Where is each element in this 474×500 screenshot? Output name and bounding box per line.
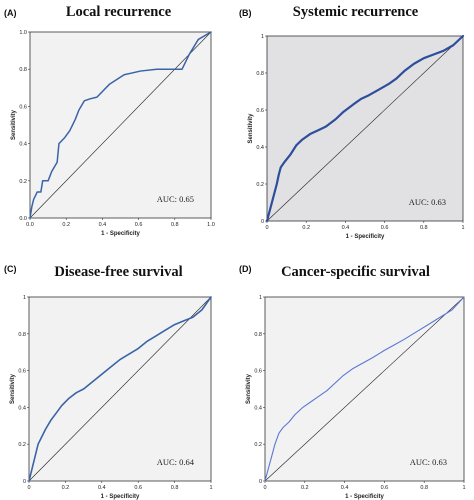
x-tick-label: 0.6 bbox=[135, 222, 143, 228]
panel-label: (C) bbox=[4, 264, 17, 274]
panel-d: (D) Cancer-specific survival 0 0.2 0.4 0.6 0.8… bbox=[237, 250, 474, 500]
x-tick-label: 1 bbox=[209, 485, 212, 491]
panel-a: (A) Local recurrence 0.0 0.2 0.4 0.6 0.8 1.0 0.0… bbox=[0, 0, 237, 250]
x-axis-label: 1 - Specificity bbox=[101, 231, 140, 237]
x-tick-label: 0.2 bbox=[62, 222, 70, 228]
x-tick-label: 0 bbox=[265, 225, 268, 231]
roc-chart-b: (B) Systemic recurrence 0 0.2 0.4 0.6 0.8 1 0 0.2… bbox=[239, 4, 465, 240]
reference-diagonal bbox=[29, 31, 212, 219]
y-tick-label: 0.8 bbox=[254, 332, 262, 338]
x-tick-label: 0.6 bbox=[381, 225, 389, 231]
y-tick-label: 0.4 bbox=[254, 405, 262, 411]
y-tick-label: 0 bbox=[23, 479, 26, 485]
roc-chart-d: (D) Cancer-specific survival 0 0.2 0.4 0.6 0.8… bbox=[239, 264, 466, 500]
y-tick-label: 0.2 bbox=[254, 442, 262, 448]
x-axis-label: 1 - Specificity bbox=[101, 494, 140, 500]
x-tick-label: 0 bbox=[27, 485, 30, 491]
roc-curve-a bbox=[29, 31, 212, 219]
roc-curve-c bbox=[28, 296, 212, 482]
y-tick-label: 0.0 bbox=[19, 216, 27, 222]
y-tick-label: 0.6 bbox=[254, 369, 262, 375]
y-tick-label: 0.6 bbox=[18, 369, 26, 375]
x-tick-label: 0.8 bbox=[420, 485, 428, 491]
y-tick-label: 0.2 bbox=[256, 182, 264, 188]
y-tick-label: 0.8 bbox=[19, 67, 27, 73]
y-tick-label: 1 bbox=[259, 295, 262, 301]
x-tick-label: 0.0 bbox=[26, 222, 34, 228]
y-tick-label: 1.0 bbox=[19, 30, 27, 36]
panel-label: (A) bbox=[4, 8, 17, 18]
x-tick-label: 0.4 bbox=[99, 222, 107, 228]
auc-annotation: AUC: 0.63 bbox=[409, 197, 446, 207]
roc-curve-b bbox=[265, 34, 465, 223]
y-tick-label: 0.4 bbox=[18, 405, 26, 411]
y-tick-label: 0.2 bbox=[18, 442, 26, 448]
panel-label: (D) bbox=[239, 264, 252, 274]
x-tick-label: 0 bbox=[263, 485, 266, 491]
x-axis-label: 1 - Specificity bbox=[346, 234, 385, 240]
panel-label: (B) bbox=[239, 8, 252, 18]
x-tick-label: 1 bbox=[461, 225, 464, 231]
reference-diagonal bbox=[264, 296, 465, 482]
y-tick-label: 0.4 bbox=[256, 145, 264, 151]
y-tick-label: 0 bbox=[259, 479, 262, 485]
roc-chart-c: (C) Disease-free survival 0 0.2 0.4 0.6 0.8 1 0 0… bbox=[4, 264, 213, 500]
y-axis-label: Sensitivity bbox=[10, 373, 16, 404]
y-tick-label: 0.6 bbox=[19, 104, 27, 110]
x-tick-label: 0.2 bbox=[302, 225, 310, 231]
chart-title: Systemic recurrence bbox=[293, 4, 419, 20]
y-tick-label: 0 bbox=[261, 219, 264, 225]
chart-title: Local recurrence bbox=[66, 4, 172, 20]
y-tick-label: 0.6 bbox=[256, 108, 264, 114]
x-tick-label: 0.4 bbox=[98, 485, 106, 491]
auc-annotation: AUC: 0.64 bbox=[157, 457, 195, 467]
reference-diagonal bbox=[28, 296, 212, 482]
y-tick-label: 0.4 bbox=[19, 142, 27, 148]
chart-title: Cancer-specific survival bbox=[281, 264, 430, 280]
x-tick-label: 1.0 bbox=[207, 222, 215, 228]
x-tick-label: 0.4 bbox=[341, 485, 349, 491]
y-tick-label: 0.8 bbox=[256, 71, 264, 77]
x-axis-label: 1 - Specificity bbox=[345, 494, 384, 500]
x-tick-label: 0.8 bbox=[171, 222, 179, 228]
auc-annotation: AUC: 0.65 bbox=[157, 194, 194, 204]
chart-title: Disease-free survival bbox=[54, 264, 182, 280]
y-axis-label: Sensitivity bbox=[248, 113, 254, 144]
x-tick-label: 0.6 bbox=[381, 485, 389, 491]
auc-annotation: AUC: 0.63 bbox=[410, 457, 447, 467]
y-tick-label: 1 bbox=[261, 34, 264, 40]
panel-b: (B) Systemic recurrence 0 0.2 0.4 0.6 0.8 1 0 0.2… bbox=[237, 0, 474, 250]
x-tick-label: 0.8 bbox=[171, 485, 179, 491]
x-tick-label: 1 bbox=[462, 485, 465, 491]
y-tick-label: 0.2 bbox=[19, 179, 27, 185]
roc-chart-a: (A) Local recurrence 0.0 0.2 0.4 0.6 0.8 1.0 0.0… bbox=[4, 4, 215, 237]
panel-c: (C) Disease-free survival 0 0.2 0.4 0.6 0.8 1 0 0… bbox=[0, 250, 237, 500]
y-tick-label: 0.8 bbox=[18, 332, 26, 338]
y-tick-label: 1 bbox=[23, 295, 26, 301]
x-tick-label: 0.8 bbox=[420, 225, 428, 231]
x-tick-label: 0.4 bbox=[342, 225, 350, 231]
y-axis-label: Sensitivity bbox=[246, 373, 252, 404]
y-axis-label: Sensitivity bbox=[11, 109, 17, 140]
roc-curve-d bbox=[264, 296, 465, 482]
x-tick-label: 0.2 bbox=[301, 485, 309, 491]
reference-diagonal bbox=[266, 35, 464, 222]
x-tick-label: 0.6 bbox=[134, 485, 142, 491]
x-tick-label: 0.2 bbox=[62, 485, 70, 491]
